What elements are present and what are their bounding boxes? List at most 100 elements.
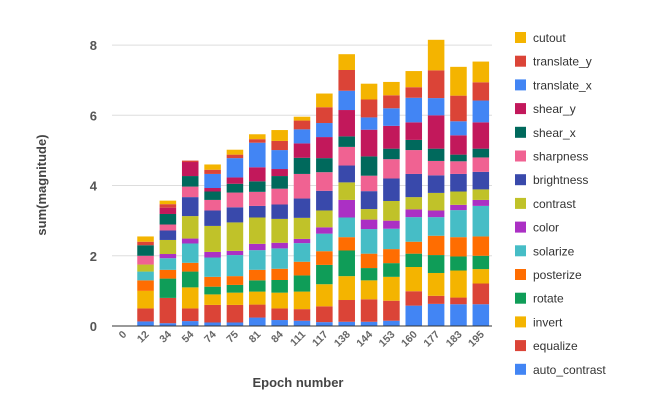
bar-segment-invert <box>271 292 288 309</box>
legend-swatch <box>515 292 526 304</box>
bar-segment-solarize <box>226 255 244 277</box>
bar-segment-posterize <box>405 241 423 254</box>
legend-label: invert <box>533 315 563 329</box>
bar-segment-sharpness <box>226 192 244 208</box>
bar-segment-shear-y <box>360 129 378 157</box>
bar-segment-cutout <box>159 200 177 205</box>
bar-segment-cutout <box>293 116 311 121</box>
legend-swatch <box>515 245 526 257</box>
bars <box>137 39 490 326</box>
bar-segment-solarize <box>450 210 467 238</box>
x-tick-label: 177 <box>421 329 442 350</box>
bar-segment-contrast <box>427 192 445 211</box>
legend-swatch <box>515 316 526 328</box>
bar-segment-solarize <box>204 257 221 277</box>
bar-segment-shear-x <box>204 191 221 200</box>
bar-segment-rotate <box>271 280 288 293</box>
bar-segment-sharpness <box>450 161 467 174</box>
legend-swatch <box>515 126 526 138</box>
bar-segment-auto-contrast <box>450 304 467 326</box>
x-axis-title: Epoch number <box>252 375 343 390</box>
legend-label: posterize <box>533 268 582 282</box>
legend-label: translate_x <box>533 78 592 92</box>
bar-segment-equalize <box>427 295 445 304</box>
bar-segment-translate-y <box>427 70 445 99</box>
legend-swatch <box>515 197 526 209</box>
bar-segment-translate-x <box>226 158 244 178</box>
bar-segment-shear-x <box>159 213 177 225</box>
bar-segment-contrast <box>450 191 467 205</box>
bar-segment-cutout <box>427 39 445 71</box>
bar-segment-shear-y <box>271 169 288 177</box>
bar-segment-equalize <box>316 306 333 323</box>
bar-segment-translate-y <box>226 154 244 159</box>
legend-label: solarize <box>533 244 575 258</box>
bar-segment-sharpness <box>360 175 378 192</box>
legend-label: contrast <box>533 197 576 211</box>
bar-segment-translate-x <box>293 129 311 144</box>
bar-segment-posterize <box>271 268 288 280</box>
bar-segment-color <box>204 251 221 258</box>
legend: cutout translate_y translate_x shear_yshear… <box>515 31 606 377</box>
bar-segment-contrast <box>383 200 400 221</box>
bar-segment-brightness <box>360 191 378 210</box>
bar-segment-shear-y <box>316 137 333 159</box>
x-tick-label: 153 <box>377 329 398 350</box>
bar-segment-posterize <box>249 269 266 281</box>
bar-segment-translate-x <box>271 150 288 170</box>
bar-segment-shear-x <box>338 136 355 147</box>
bar-segment-translate-y <box>137 241 154 246</box>
bar-segment-cutout <box>450 66 467 96</box>
bar-segment-equalize <box>249 304 266 318</box>
bar-segment-brightness <box>249 205 266 218</box>
bar-segment-cutout <box>249 134 266 140</box>
bar-segment-translate-x <box>204 173 221 188</box>
bar-segment-contrast <box>159 239 177 255</box>
bar-segment-auto-contrast <box>204 322 221 326</box>
x-tick-label: 34 <box>157 329 174 346</box>
bar-segment-sharpness <box>338 146 355 166</box>
bar-segment-shear-x <box>271 176 288 189</box>
bar-segment-shear-x <box>181 176 199 187</box>
bar-segment-shear-x <box>360 156 378 176</box>
bar-segment-rotate <box>450 256 467 271</box>
bar-segment-contrast <box>293 217 311 239</box>
bar-segment-color <box>271 242 288 249</box>
legend-label: auto_contrast <box>533 363 606 377</box>
bar-segment-cutout <box>137 236 154 242</box>
bar-segment-auto-contrast <box>293 320 311 326</box>
bar-segment-auto-contrast <box>249 317 266 326</box>
bar-segment-color <box>338 199 355 218</box>
bar-segment-translate-y <box>271 140 288 151</box>
bar-segment-auto-contrast <box>383 320 400 326</box>
bar-segment-equalize <box>293 309 311 321</box>
bar-segment-rotate <box>293 275 311 292</box>
bar-segment-sharpness <box>383 159 400 179</box>
bar-segment-shear-x <box>427 148 445 161</box>
legend-label: cutout <box>533 31 566 45</box>
legend-label: shear_x <box>533 126 576 140</box>
bar-segment-posterize <box>316 251 333 265</box>
legend-swatch <box>515 221 526 233</box>
bar-segment-translate-y <box>159 204 177 208</box>
bar-segment-shear-x <box>383 148 400 160</box>
bar-segment-posterize <box>427 235 445 256</box>
bar-segment-sharpness <box>293 173 311 199</box>
bar-segment-cutout <box>338 54 355 70</box>
bar-segment-color <box>293 238 311 244</box>
bar-segment-equalize <box>338 300 355 322</box>
bar-segment-brightness <box>383 178 400 201</box>
bar-segment-sharpness <box>181 186 199 198</box>
x-tick-label: 195 <box>466 329 487 350</box>
bar-segment-auto-contrast <box>226 322 244 326</box>
bar-segment-solarize <box>271 248 288 269</box>
bar-segment-equalize <box>472 283 490 305</box>
y-tick-label: 8 <box>90 38 97 53</box>
bar-segment-translate-y <box>472 82 490 101</box>
bar-segment-sharpness <box>472 157 490 172</box>
bar-segment-solarize <box>181 243 199 263</box>
bar-segment-color <box>450 204 467 211</box>
bar-segment-shear-x <box>137 245 154 256</box>
bar-segment-contrast <box>226 222 244 251</box>
bar-segment-translate-y <box>181 160 199 162</box>
